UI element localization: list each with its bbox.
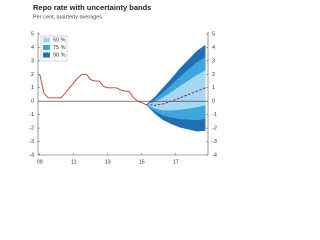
y-tick-label: 2 xyxy=(31,72,34,78)
y-tick-label: -4 xyxy=(29,152,34,158)
y2-tick-label: -2 xyxy=(212,126,217,132)
y2-tick-label: 2 xyxy=(212,72,215,78)
chart: Repo rate with uncertainty bands Per cen… xyxy=(29,3,217,165)
y-tick-label: 5 xyxy=(31,31,34,37)
y2-tick-label: 4 xyxy=(212,45,215,51)
y-tick-label: 3 xyxy=(31,58,34,64)
y-tick-label: -3 xyxy=(29,139,34,145)
legend-label: 50 % xyxy=(53,37,66,43)
legend-swatch xyxy=(43,45,50,50)
legend-swatch xyxy=(43,52,50,58)
y2-tick-label: -3 xyxy=(212,139,217,145)
page: {"chart_data": { "type": "fan", "title":… xyxy=(29,2,217,166)
x-tick-label: 13 xyxy=(105,159,111,165)
line xyxy=(39,73,147,105)
y-tick-label: 0 xyxy=(31,99,34,105)
x-tick-label: 11 xyxy=(71,159,77,165)
y2-tick-label: 3 xyxy=(212,58,215,64)
legend-label: 75 % xyxy=(53,45,66,51)
uncertainty-band xyxy=(145,70,206,111)
y-tick-label: -2 xyxy=(29,126,34,132)
y2-tick-label: 1 xyxy=(212,85,215,91)
y-tick-label: 1 xyxy=(31,85,34,91)
x-tick-label: 17 xyxy=(173,159,179,165)
y2-tick-label: 0 xyxy=(212,99,215,105)
legend-swatch xyxy=(43,37,50,43)
chart-title: Repo rate with uncertainty bands xyxy=(33,3,151,12)
line xyxy=(145,87,206,106)
x-tick-label: 15 xyxy=(139,159,145,165)
y2-tick-label: -4 xyxy=(212,152,217,158)
x-tick-label: 09 xyxy=(37,159,43,165)
legend-label: 90 % xyxy=(53,52,66,58)
y-tick-label: 4 xyxy=(31,45,34,51)
y2-tick-label: -1 xyxy=(212,112,217,118)
chart-subtitle: Per cent, quarterly averages xyxy=(33,14,102,20)
y2-tick-label: 5 xyxy=(212,31,215,37)
y-tick-label: -1 xyxy=(29,112,34,118)
